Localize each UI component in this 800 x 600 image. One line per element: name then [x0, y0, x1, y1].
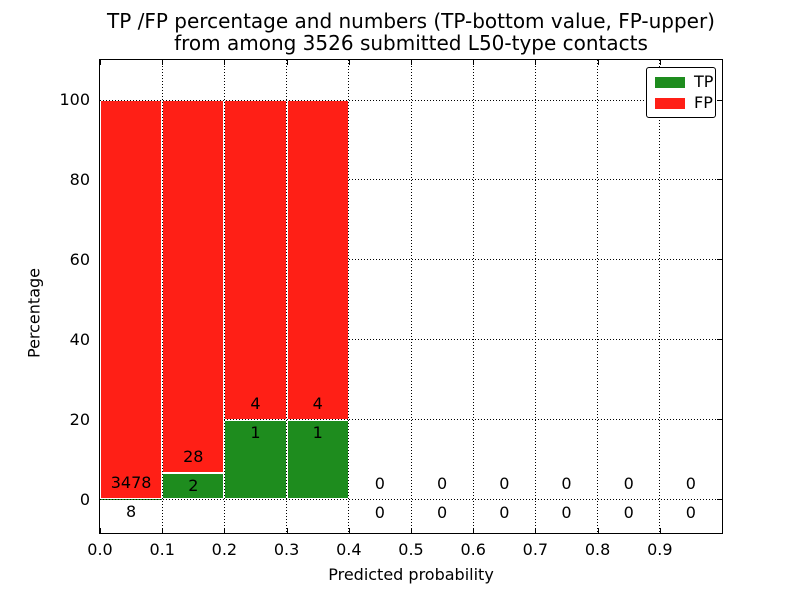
xtick-bottom-0.8: [597, 528, 599, 533]
ytick-label-40: 40: [69, 329, 90, 349]
bar-fp-0.3-0.4: [286, 100, 349, 420]
bar-tp-0.3-0.4: [286, 419, 349, 500]
bar-tp-0.1-0.2: [162, 472, 225, 500]
fp-count-label: 0: [561, 473, 572, 493]
chart-title-line2: from among 3526 submitted L50-type conta…: [174, 30, 648, 55]
xtick-bottom-0.5: [411, 528, 412, 533]
vgridline-0.3: [286, 60, 288, 533]
vgridline-0.1: [161, 60, 163, 533]
xtick-top-0.1: [162, 60, 164, 65]
vgridline-0.7: [534, 60, 536, 533]
tp-count-label: 0: [561, 502, 572, 522]
plot-area: 3478 8 28 2 4 1 4 1 0 0 0 0 0 0 0 0 0 0 0 0 TP FP: [99, 59, 723, 534]
xtick-label-0.3: 0.3: [273, 540, 300, 559]
xtick-bottom-0.7: [535, 528, 537, 533]
hgridline-over-0: [100, 499, 722, 500]
xtick-label-0.6: 0.6: [460, 540, 486, 559]
hgridline-over-100: [100, 99, 722, 101]
vgridline-0.8: [597, 60, 599, 533]
xtick-top-0.6: [473, 60, 475, 65]
tp-count-label: 0: [685, 502, 696, 522]
xtick-label-0.2: 0.2: [211, 540, 238, 559]
chart-title-line1: TP /FP percentage and numbers (TP-bottom…: [107, 9, 715, 33]
tp-count-label: 0: [374, 502, 385, 522]
xtick-top-0.2: [224, 60, 226, 65]
xtick-top-0.4: [348, 60, 350, 65]
tp-count-label: 1: [250, 422, 261, 442]
bar-tp-0.2-0.3: [224, 419, 287, 500]
xtick-bottom-0.6: [473, 528, 475, 533]
chart-title: TP /FP percentage and numbers (TP-bottom…: [100, 9, 722, 55]
xtick-top-0.0: [100, 60, 101, 65]
tp-count-label: 0: [623, 502, 634, 522]
vgridline-0.5: [410, 60, 412, 533]
legend-entry-fp: FP: [655, 95, 713, 111]
tp-count-label: 0: [437, 502, 448, 522]
tp-count-label: 8: [126, 501, 137, 521]
tp-count-label: 2: [188, 475, 199, 495]
vgridline-0.6: [472, 60, 474, 533]
fp-count-label: 4: [312, 393, 323, 413]
vgridline-0.9: [659, 60, 661, 533]
xtick-bottom-0.1: [162, 528, 164, 533]
xtick-top-0.3: [286, 60, 288, 65]
bar-fp-0.1-0.2: [162, 100, 225, 473]
vgridline-0.4: [348, 60, 350, 533]
xtick-label-0.9: 0.9: [647, 540, 673, 559]
xtick-label-0.7: 0.7: [522, 540, 549, 559]
xtick-bottom-0.4: [348, 528, 350, 533]
legend-swatch-fp-icon: [655, 97, 685, 109]
ytick-right-40: [717, 339, 722, 341]
xtick-label-0.4: 0.4: [336, 540, 362, 559]
xtick-top-0.9: [659, 60, 661, 65]
fp-count-label: 0: [685, 473, 696, 493]
fp-count-label: 0: [437, 473, 448, 493]
fp-count-label: 3478: [110, 472, 152, 492]
ytick-right-80: [717, 179, 722, 181]
x-axis-label: Predicted probability: [328, 565, 494, 584]
bar-fp-0.2-0.3: [224, 100, 287, 420]
xtick-label-0.1: 0.1: [149, 540, 175, 559]
xtick-label-0.8: 0.8: [584, 540, 611, 559]
xtick-top-0.8: [597, 60, 599, 65]
fp-count-label: 0: [499, 473, 510, 493]
legend-swatch-tp-icon: [655, 76, 685, 88]
ytick-label-60: 60: [69, 249, 90, 269]
tp-count-label: 1: [312, 422, 323, 442]
xtick-label-0.0: 0.0: [87, 540, 113, 559]
ytick-label-20: 20: [69, 409, 90, 429]
xtick-top-0.7: [535, 60, 537, 65]
fp-count-label: 0: [374, 473, 385, 493]
xtick-bottom-0.2: [224, 528, 226, 533]
fp-count-label: 0: [623, 473, 634, 493]
xtick-bottom-0.9: [659, 528, 661, 533]
xtick-top-0.5: [411, 60, 412, 65]
vgridline-0.2: [223, 60, 225, 533]
ytick-right-20: [717, 419, 722, 421]
legend-label-fp: FP: [694, 93, 713, 112]
legend-entry-tp: TP: [655, 74, 713, 90]
xtick-label-0.5: 0.5: [398, 540, 424, 559]
tp-count-label: 0: [499, 502, 510, 522]
ytick-label-100: 100: [59, 90, 90, 109]
fp-count-label: 28: [183, 446, 204, 466]
fp-count-label: 4: [250, 393, 261, 413]
hgridline-over-20: [224, 419, 349, 421]
ytick-right-60: [717, 259, 722, 261]
ytick-label-80: 80: [69, 169, 90, 189]
xtick-bottom-0.3: [286, 528, 288, 533]
legend: TP FP: [646, 67, 716, 118]
legend-label-tp: TP: [694, 72, 714, 91]
xtick-bottom-0.0: [100, 528, 101, 533]
ytick-label-0: 0: [79, 489, 90, 509]
bar-fp-0-0.1: [100, 100, 163, 499]
